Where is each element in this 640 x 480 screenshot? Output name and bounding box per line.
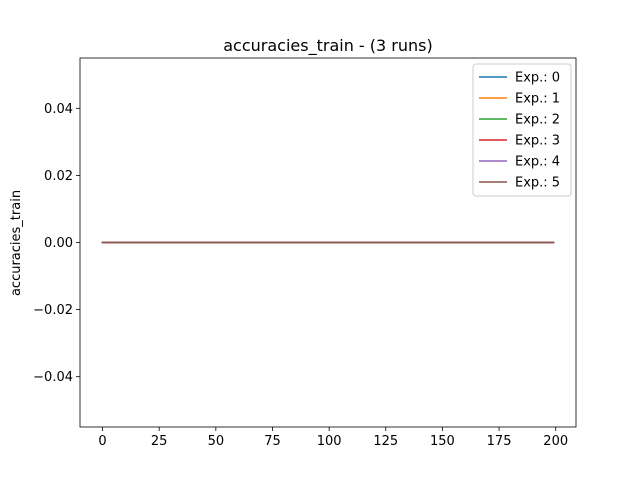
y-tick-label: 0.04 [44, 102, 73, 117]
legend-box [472, 63, 572, 197]
legend-label: Exp.: 5 [515, 176, 560, 191]
x-tick-label: 150 [430, 434, 455, 449]
chart-title: accuracies_train - (3 runs) [223, 36, 432, 56]
y-axis-label: accuracies_train [9, 190, 24, 296]
legend-label: Exp.: 1 [515, 92, 560, 107]
legend-label: Exp.: 0 [515, 71, 560, 86]
legend: Exp.: 0 Exp.: 1 Exp.: 2 Exp.: 3 Exp.: 4 Exp.:… [472, 63, 572, 197]
x-tick-label: 175 [487, 434, 512, 449]
y-tick-label: 0.00 [44, 236, 73, 251]
y-tick-label: −0.02 [33, 303, 73, 318]
x-tick-label: 200 [543, 434, 568, 449]
x-tick-label: 50 [208, 434, 225, 449]
x-tick-label: 0 [98, 434, 106, 449]
x-tick-label: 25 [151, 434, 168, 449]
x-tick-label: 125 [373, 434, 398, 449]
legend-label: Exp.: 4 [515, 155, 560, 170]
legend-label: Exp.: 2 [515, 113, 560, 128]
y-tick-label: 0.02 [44, 169, 73, 184]
x-tick-label: 75 [264, 434, 281, 449]
x-tick-label: 100 [317, 434, 342, 449]
legend-label: Exp.: 3 [515, 134, 560, 149]
axes: 0 25 50 75 100 125 150 175 200 −0.04 −0.02 0.00 0.02… [33, 57, 577, 449]
y-tick-label: −0.04 [33, 370, 73, 385]
